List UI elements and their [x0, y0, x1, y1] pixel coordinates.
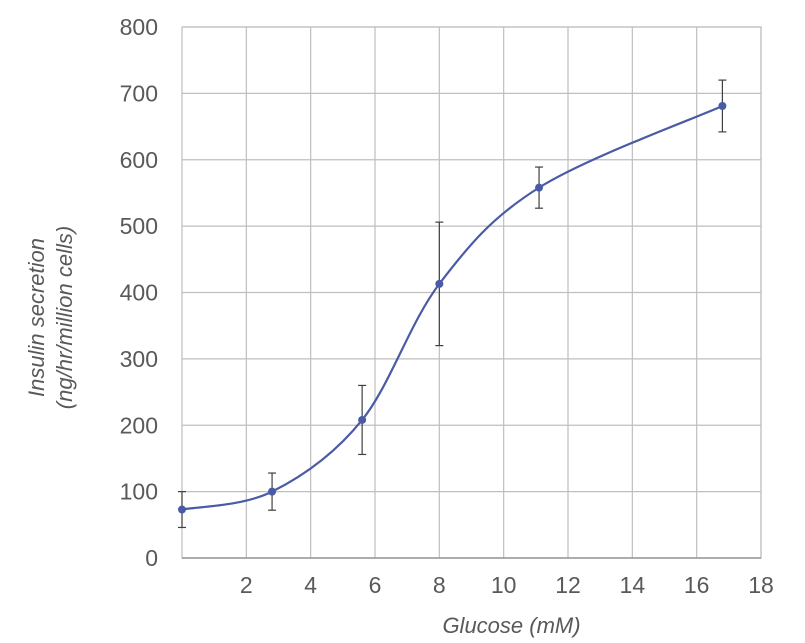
data-point: [435, 279, 444, 288]
x-tick-label: 4: [304, 572, 317, 598]
x-axis-title: Glucose (mM): [442, 613, 580, 638]
y-tick-label: 0: [145, 545, 158, 571]
y-axis-title-line2: (ng/hr/million cells): [52, 226, 77, 409]
y-tick-label: 800: [120, 14, 158, 40]
data-point: [718, 101, 727, 110]
x-tick-label: 18: [748, 572, 774, 598]
x-tick-label: 8: [433, 572, 446, 598]
x-tick-label: 2: [240, 572, 253, 598]
y-tick-label: 300: [120, 346, 158, 372]
series-line: [181, 104, 723, 511]
x-tick-labels: 2 4 6 8 10 12 14 16 18: [240, 572, 774, 598]
y-tick-label: 200: [120, 412, 158, 438]
y-tick-label: 400: [120, 280, 158, 306]
data-point: [268, 487, 277, 496]
y-tick-label: 100: [120, 479, 158, 505]
x-tick-label: 12: [555, 572, 581, 598]
x-tick-label: 10: [491, 572, 517, 598]
data-point: [178, 505, 186, 514]
y-tick-label: 500: [120, 213, 158, 239]
data-series: [178, 79, 727, 529]
x-tick-label: 16: [684, 572, 710, 598]
data-point: [535, 183, 544, 192]
data-point: [358, 415, 367, 424]
axis-titles: Glucose (mM) Insulin secretion (ng/hr/mi…: [24, 226, 581, 638]
y-tick-labels: 0 100 200 300 400 500 600 700 800: [120, 14, 158, 571]
x-tick-label: 6: [369, 572, 382, 598]
y-tick-label: 600: [120, 147, 158, 173]
x-tick-label: 14: [620, 572, 646, 598]
y-tick-label: 700: [120, 80, 158, 106]
grid: [181, 26, 762, 559]
y-axis-title-line1: Insulin secretion: [24, 238, 49, 397]
